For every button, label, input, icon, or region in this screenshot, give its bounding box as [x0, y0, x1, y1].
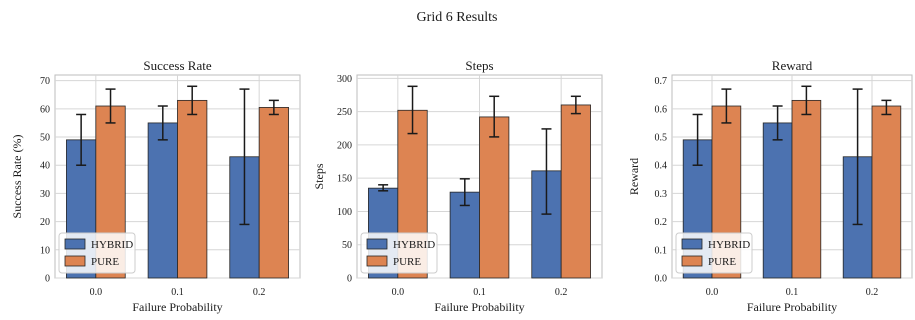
legend-label-hybrid: HYBRID: [91, 239, 133, 251]
x-axis-label: Failure Probability: [747, 300, 837, 314]
x-tick-label: 0.2: [253, 287, 266, 298]
legend-swatch-pure: [681, 255, 703, 267]
legend-swatch-pure: [64, 255, 86, 267]
y-tick-label: 150: [337, 174, 352, 185]
y-tick-label: 300: [337, 74, 352, 85]
x-tick-label: 0.2: [555, 287, 568, 298]
legend-swatch-hybrid: [64, 238, 86, 250]
y-tick-label: 0: [347, 274, 352, 285]
legend-swatch-hybrid: [681, 238, 703, 250]
y-tick-label: 0.1: [655, 245, 668, 256]
x-tick-label: 0.0: [392, 287, 405, 298]
y-tick-label: 0.6: [655, 104, 668, 115]
chart-panel-3: 0.0 0.1 0.2 0.3 0.4 0.5 0.6 0.7 0.0 0.1 0.2 Reward F…: [627, 58, 913, 314]
bar-hybrid: [147, 122, 178, 279]
legend-swatch-pure: [366, 255, 388, 267]
legend: HYBRID PURE: [58, 232, 136, 274]
y-tick-label: 60: [40, 104, 50, 115]
bar-pure: [177, 99, 208, 279]
y-axis-label: Steps: [312, 163, 326, 189]
y-tick-label: 200: [337, 140, 352, 151]
panel-title: Reward: [772, 58, 813, 73]
y-tick-label: 20: [40, 217, 50, 228]
y-tick-label: 100: [337, 207, 352, 218]
y-tick-label: 250: [337, 107, 352, 118]
y-tick-label: 0.4: [655, 161, 668, 172]
x-tick-label: 0.1: [171, 287, 184, 298]
bar-pure: [791, 99, 822, 279]
chart-panel-2: 0 50 100 150 200 250 300 0.0 0.1 0.2 Steps Failure …: [312, 58, 603, 314]
y-tick-label: 30: [40, 189, 50, 200]
bar-pure: [871, 105, 902, 279]
y-tick-label: 0.0: [655, 274, 668, 285]
bar-pure: [560, 104, 591, 279]
y-axis-label: Success Rate (%): [10, 135, 24, 219]
legend-label-pure: PURE: [393, 256, 421, 268]
y-tick-label: 50: [40, 133, 50, 144]
y-tick-label: 70: [40, 76, 50, 87]
y-tick-label: 0.5: [655, 133, 668, 144]
legend-label-hybrid: HYBRID: [393, 239, 435, 251]
legend-label-pure: PURE: [708, 256, 736, 268]
bar-pure: [479, 116, 510, 279]
y-tick-label: 10: [40, 245, 50, 256]
legend-swatch-hybrid: [366, 238, 388, 250]
x-axis-label: Failure Probability: [132, 300, 222, 314]
y-tick-label: 50: [342, 240, 352, 251]
bar-hybrid: [762, 122, 793, 279]
legend-label-hybrid: HYBRID: [708, 239, 750, 251]
bar-pure: [258, 107, 289, 279]
legend: HYBRID PURE: [360, 232, 438, 274]
y-tick-label: 40: [40, 161, 50, 172]
x-tick-label: 0.2: [866, 287, 879, 298]
figure-title: Grid 6 Results: [417, 10, 498, 25]
legend-label-pure: PURE: [91, 256, 119, 268]
x-tick-label: 0.0: [90, 287, 103, 298]
chart-panel-1: 0 10 20 30 40 50 60 70 0.0 0.1 0.2 Success Rate Fail…: [10, 58, 301, 314]
y-tick-label: 0.7: [655, 76, 668, 87]
y-tick-label: 0.2: [655, 217, 668, 228]
panel-title: Steps: [465, 58, 493, 73]
y-tick-label: 0: [45, 274, 50, 285]
x-tick-label: 0.0: [706, 287, 719, 298]
x-tick-label: 0.1: [473, 287, 486, 298]
y-tick-label: 0.3: [655, 189, 668, 200]
legend: HYBRID PURE: [675, 232, 753, 274]
panel-title: Success Rate: [143, 58, 211, 73]
x-axis-label: Failure Probability: [434, 300, 524, 314]
x-tick-label: 0.1: [786, 287, 799, 298]
y-axis-label: Reward: [627, 158, 641, 195]
